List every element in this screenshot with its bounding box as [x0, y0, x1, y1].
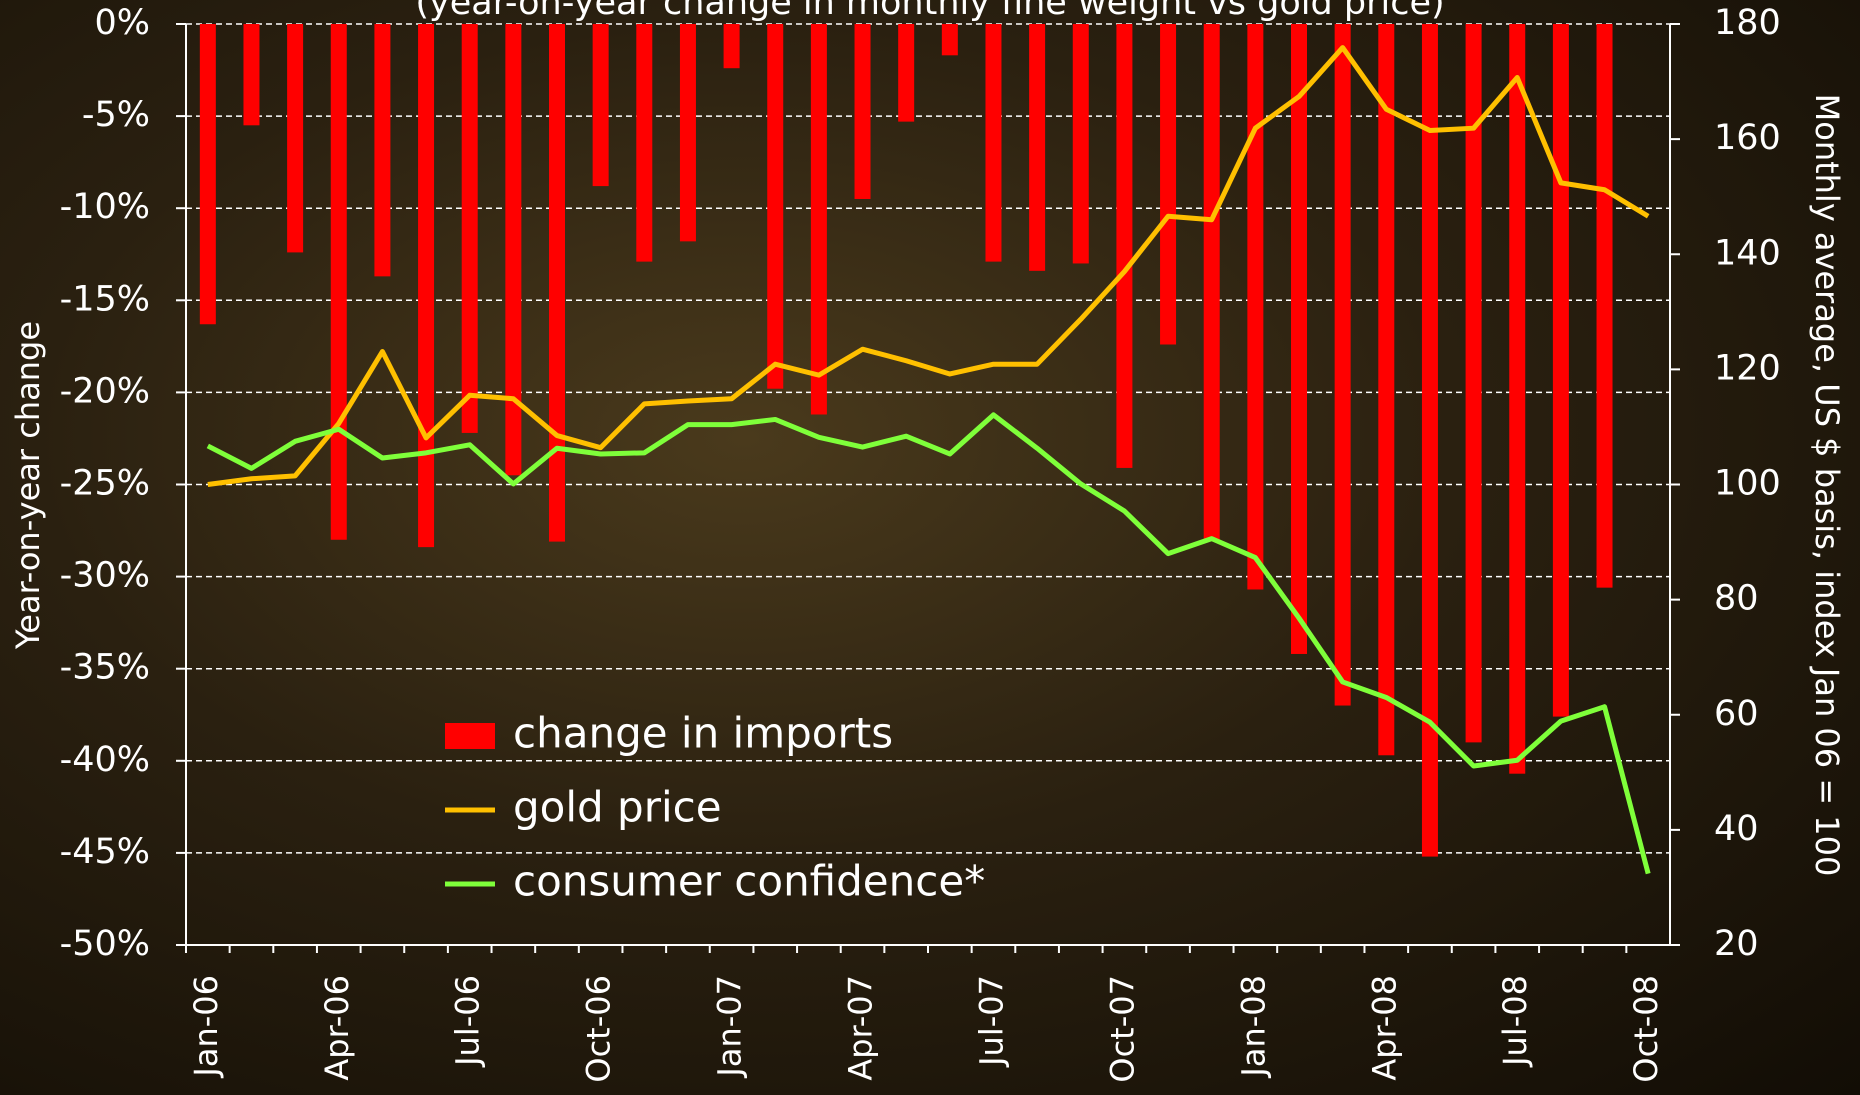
bar [810, 24, 827, 415]
x-tick-label: Apr-06 [318, 975, 356, 1081]
y-tick-label: -45% [60, 832, 150, 872]
bar [505, 24, 522, 476]
y2-axis-title: Monthly average, US $ basis, index Jan 0… [1808, 94, 1846, 877]
legend-label: gold price [513, 783, 722, 832]
line [207, 45, 1650, 487]
bar [1334, 24, 1351, 706]
bar [330, 24, 347, 540]
bar [1203, 24, 1220, 540]
x-tick-label: Jan-06 [187, 975, 225, 1079]
y2-tick-label: 140 [1714, 233, 1781, 273]
y-tick-label: -35% [60, 648, 150, 688]
y2-tick-label: 80 [1714, 579, 1759, 619]
x-tick-label: Oct-07 [1103, 975, 1141, 1083]
bar [199, 24, 216, 325]
y-tick-label: -10% [60, 187, 150, 227]
bar [1552, 24, 1569, 717]
x-tick-label: Oct-06 [580, 975, 618, 1083]
bar [461, 24, 478, 433]
bar [1378, 24, 1395, 756]
y-tick-label: -50% [60, 924, 150, 964]
y2-tick-label: 100 [1714, 464, 1781, 504]
x-tick-label: Jan-07 [711, 975, 749, 1079]
y2-tick-label: 120 [1714, 348, 1781, 388]
bar [1247, 24, 1264, 590]
bar [1421, 24, 1438, 857]
y-tick-label: -5% [82, 95, 150, 135]
bar [854, 24, 871, 199]
bar [985, 24, 1002, 262]
bar [1116, 24, 1133, 468]
bar [679, 24, 696, 242]
bar [1072, 24, 1089, 264]
chart-subtitle: (year-on-year change in monthly fine wei… [415, 0, 1444, 23]
y-tick-label: 0% [94, 3, 150, 43]
y-tick-label: -25% [60, 464, 150, 504]
x-tick-label: Apr-07 [842, 975, 880, 1081]
y2-tick-label: 180 [1714, 3, 1781, 43]
legend-label: consumer confidence* [513, 857, 985, 906]
y-tick-label: -15% [60, 279, 150, 319]
y-tick-label: -30% [60, 556, 150, 596]
x-tick-label: Jul-07 [972, 975, 1010, 1068]
bar [1509, 24, 1526, 774]
bar [418, 24, 435, 548]
bar [592, 24, 609, 187]
y2-tick-label: 20 [1714, 924, 1759, 964]
bar [941, 24, 958, 56]
bar [1029, 24, 1046, 271]
y-tick-label: -20% [60, 371, 150, 411]
bar [767, 24, 784, 389]
x-tick-label: Jul-06 [449, 975, 487, 1068]
bar [374, 24, 391, 277]
bar [243, 24, 260, 126]
bar [1596, 24, 1613, 588]
x-tick-label: Apr-08 [1365, 975, 1403, 1081]
bar [1160, 24, 1177, 345]
legend-swatch [445, 723, 495, 749]
y-tick-label: -40% [60, 740, 150, 780]
y-axis-title: Year-on-year change [9, 321, 47, 650]
bar [1465, 24, 1482, 743]
y2-tick-label: 160 [1714, 118, 1781, 158]
bar [636, 24, 653, 262]
x-tick-label: Oct-08 [1627, 975, 1665, 1083]
x-tick-label: Jan-08 [1234, 975, 1272, 1079]
line [206, 412, 1651, 875]
bar [723, 24, 740, 69]
bar [1291, 24, 1307, 654]
y2-tick-label: 60 [1714, 694, 1759, 734]
bar [898, 24, 915, 122]
x-tick-label: Jul-08 [1496, 975, 1534, 1068]
bar [287, 24, 304, 253]
legend-label: change in imports [513, 709, 893, 758]
bar [549, 24, 565, 542]
y2-tick-label: 40 [1714, 809, 1759, 849]
